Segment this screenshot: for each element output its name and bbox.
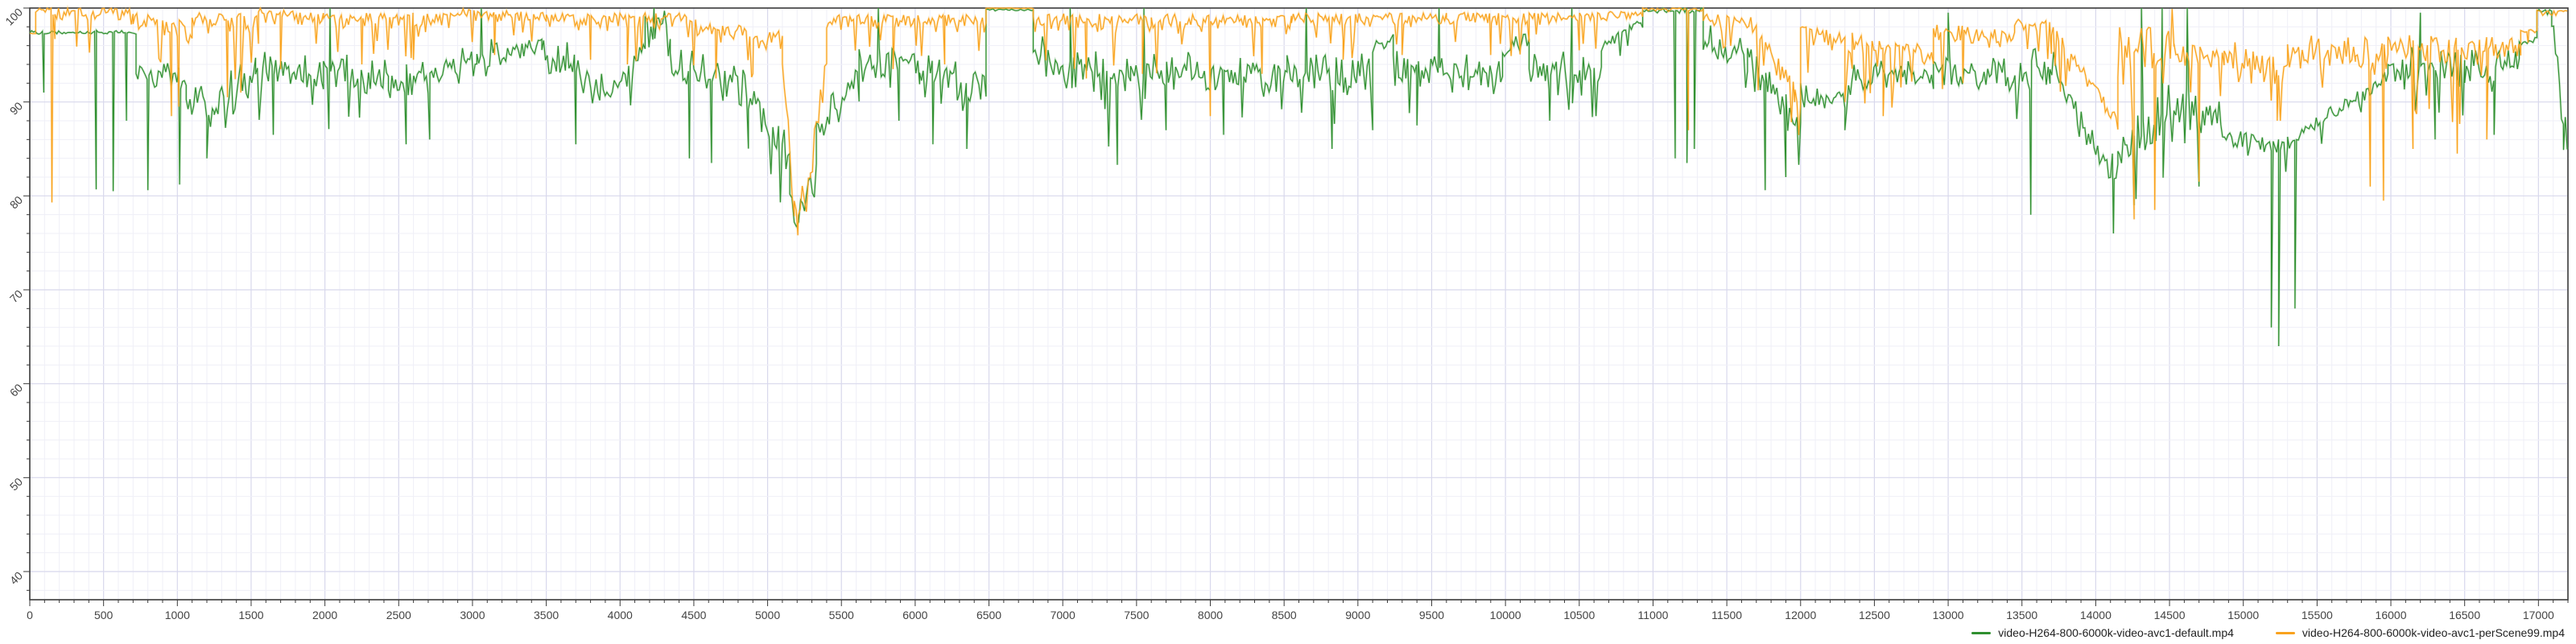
x-tick-label: 0 xyxy=(27,609,33,621)
x-tick-label: 10500 xyxy=(1563,609,1595,621)
y-tick-label: 50 xyxy=(7,475,25,493)
x-tick-label: 3000 xyxy=(460,609,485,621)
y-tick-label: 90 xyxy=(7,99,25,117)
x-tick-label: 13000 xyxy=(1933,609,1964,621)
x-tick-label: 4500 xyxy=(681,609,706,621)
legend-label-perscene: video-H264-800-6000k-video-avc1-perScene… xyxy=(2301,626,2565,639)
x-tick-label: 5500 xyxy=(829,609,854,621)
y-tick-label: 80 xyxy=(7,193,25,211)
y-tick-label: 70 xyxy=(7,287,25,305)
x-tick-label: 16500 xyxy=(2449,609,2480,621)
y-tick-label: 100 xyxy=(2,6,25,28)
series-swatch-default-icon xyxy=(1971,631,1992,634)
chart-legend: video-H264-800-6000k-video-avc1-default.… xyxy=(1971,626,2565,639)
x-tick-label: 500 xyxy=(94,609,114,621)
x-tick-label: 3500 xyxy=(534,609,559,621)
series-line-0 xyxy=(29,7,2568,347)
series-swatch-perscene-icon xyxy=(2275,631,2295,634)
x-tick-label: 8000 xyxy=(1198,609,1223,621)
series-lines xyxy=(28,4,2569,347)
series-line-1 xyxy=(29,6,2568,236)
x-tick-label: 10000 xyxy=(1490,609,1521,621)
legend-item-perscene[interactable]: video-H264-800-6000k-video-avc1-perScene… xyxy=(2275,626,2565,639)
x-tick-label: 12000 xyxy=(1785,609,1816,621)
x-tick-label: 14000 xyxy=(2080,609,2112,621)
x-tick-label: 12500 xyxy=(1859,609,1890,621)
x-tick-label: 9500 xyxy=(1419,609,1444,621)
x-tick-label: 11000 xyxy=(1638,609,1669,621)
x-tick-label: 2000 xyxy=(312,609,337,621)
x-tick-label: 6000 xyxy=(902,609,927,621)
axes xyxy=(23,7,2569,606)
y-tick-label: 60 xyxy=(7,381,25,398)
x-tick-label: 17000 xyxy=(2523,609,2554,621)
x-tick-label: 5000 xyxy=(755,609,780,621)
x-tick-label: 15500 xyxy=(2301,609,2333,621)
x-tick-label: 9000 xyxy=(1345,609,1370,621)
x-tick-label: 1000 xyxy=(165,609,190,621)
x-tick-label: 2500 xyxy=(386,609,411,621)
x-tick-label: 14500 xyxy=(2154,609,2186,621)
legend-item-default[interactable]: video-H264-800-6000k-video-avc1-default.… xyxy=(1971,626,2234,639)
x-tick-label: 1500 xyxy=(238,609,263,621)
x-tick-label: 6500 xyxy=(976,609,1001,621)
x-tick-label: 7500 xyxy=(1124,609,1149,621)
x-tick-label: 7000 xyxy=(1051,609,1075,621)
x-tick-label: 4000 xyxy=(608,609,633,621)
x-tick-label: 15000 xyxy=(2227,609,2259,621)
x-tick-label: 11500 xyxy=(1711,609,1742,621)
legend-label-default: video-H264-800-6000k-video-avc1-default.… xyxy=(1998,626,2234,639)
y-tick-label: 40 xyxy=(7,569,25,587)
x-tick-label: 8500 xyxy=(1272,609,1297,621)
axis-labels: 0 500 1000 1500 2000 2500 3000 3500 4000 4500 5000… xyxy=(2,6,2554,621)
x-tick-label: 13500 xyxy=(2006,609,2037,621)
x-tick-label: 16000 xyxy=(2376,609,2407,621)
